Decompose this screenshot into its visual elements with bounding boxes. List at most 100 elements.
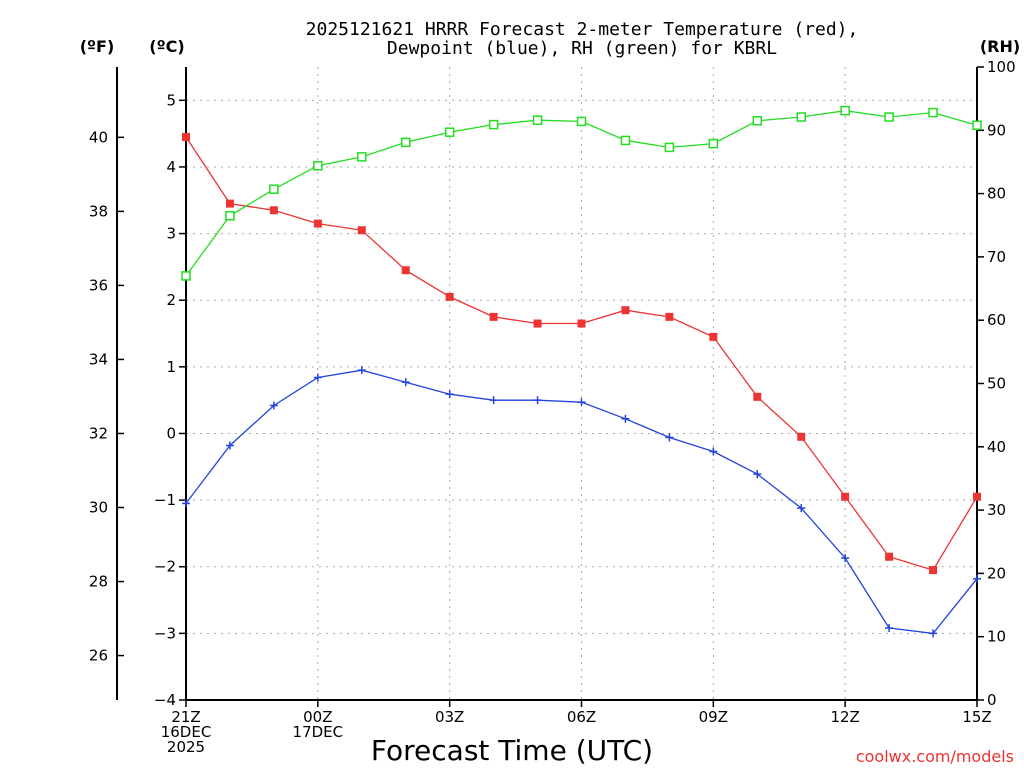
x-tick-label: 15Z [962,708,991,726]
rh-point [664,142,675,153]
rh-tick-label: 100 [987,58,1016,76]
rh-tick-label: 0 [987,691,997,709]
rh-point [840,105,850,116]
celsius-unit-label: (ºC) [149,37,184,56]
rh-point [620,135,631,146]
temperature-point [533,319,542,328]
celsius-tick-label: 5 [166,91,176,109]
x-tick-label: 03Z [435,708,464,726]
rh-point [796,112,806,122]
dewpoint-point [489,396,498,405]
temperature-series [182,132,981,575]
temperature-point [753,392,762,401]
rh-point [181,271,191,281]
rh-point [928,107,938,118]
fahrenheit-unit-label: (ºF) [80,37,115,56]
x-tick-label: 09Z [699,708,728,726]
dewpoint-point [445,390,454,399]
dewpoint-point [313,373,322,382]
fahrenheit-tick-label: 38 [89,202,108,220]
fahrenheit-tick-label: 36 [89,276,108,294]
rh-tick-label: 90 [987,121,1006,139]
celsius-tick-label: −1 [154,491,176,509]
x-tick-label: 2025 [167,738,205,756]
x-tick-label: 21Z [171,708,200,726]
rh-tick-label: 80 [987,185,1006,203]
rh-point [444,127,455,137]
dewpoint-point [269,401,278,410]
temperature-point [621,306,630,315]
dewpoint-point [841,554,850,563]
x-axis-title: Forecast Time (UTC) [371,734,653,767]
celsius-tick-label: 4 [166,158,176,176]
x-tick-label: 06Z [567,708,596,726]
rh-tick-label: 60 [987,311,1006,329]
dewpoint-point [577,398,586,407]
dewpoint-series [182,366,981,638]
temperature-point [577,319,586,328]
fahrenheit-tick-label: 26 [89,647,108,665]
temperature-point [445,292,454,301]
rh-series [181,105,982,281]
temperature-point [841,492,850,501]
celsius-tick-label: −3 [154,624,176,642]
temperature-point [225,199,234,208]
dewpoint-point [621,414,630,423]
celsius-tick-label: −2 [154,558,176,576]
dewpoint-point [973,574,981,583]
temperature-point [885,552,894,561]
dewpoint-point [885,624,894,633]
temperature-point [269,206,278,215]
celsius-tick-label: −4 [154,691,176,709]
grid-lines [186,67,977,700]
dewpoint-point [665,433,674,442]
rh-tick-label: 20 [987,564,1006,582]
temperature-point [357,226,366,235]
rh-point [532,115,543,125]
dewpoint-point [929,629,938,638]
rh-point [357,152,367,162]
fahrenheit-tick-label: 32 [89,424,108,442]
rh-point [400,137,411,148]
celsius-tick-label: 1 [166,358,176,376]
temperature-point [665,312,674,321]
dewpoint-point [709,447,718,456]
temperature-point [182,132,190,141]
dewpoint-point [797,504,806,513]
axes: −4−3−2−101234526283032343638400102030405… [89,58,1016,756]
fahrenheit-tick-label: 30 [89,499,108,517]
rh-point [884,112,894,122]
fahrenheit-tick-label: 28 [89,573,108,591]
rh-point [576,116,587,127]
temperature-point [709,332,718,341]
rh-point [225,211,235,221]
dewpoint-point [357,366,366,375]
rh-tick-label: 30 [987,501,1006,519]
rh-tick-label: 40 [987,438,1006,456]
rh-point [708,138,719,149]
rh-point [752,116,763,126]
data-series [181,105,982,638]
celsius-tick-label: 3 [166,225,176,243]
rh-point [269,184,279,194]
rh-point [488,119,499,130]
dewpoint-point [753,470,762,479]
temperature-point [489,312,498,321]
temperature-point [973,492,981,501]
dewpoint-point [401,378,410,387]
dewpoint-point [533,396,542,405]
rh-tick-label: 10 [987,628,1006,646]
x-tick-label: 12Z [830,708,859,726]
dewpoint-point [225,441,234,450]
x-tick-label: 00Z [303,708,332,726]
dewpoint-point [182,499,190,508]
temperature-point [313,219,322,228]
site-credit: coolwx.com/models [856,747,1014,766]
x-tick-label: 17DEC [293,723,344,741]
rh-tick-label: 50 [987,375,1006,393]
rh-tick-label: 70 [987,248,1006,266]
rh-unit-label: (RH) [980,37,1020,56]
chart-title-line1: 2025121621 HRRR Forecast 2-meter Tempera… [306,19,859,40]
rh-point [313,160,323,171]
